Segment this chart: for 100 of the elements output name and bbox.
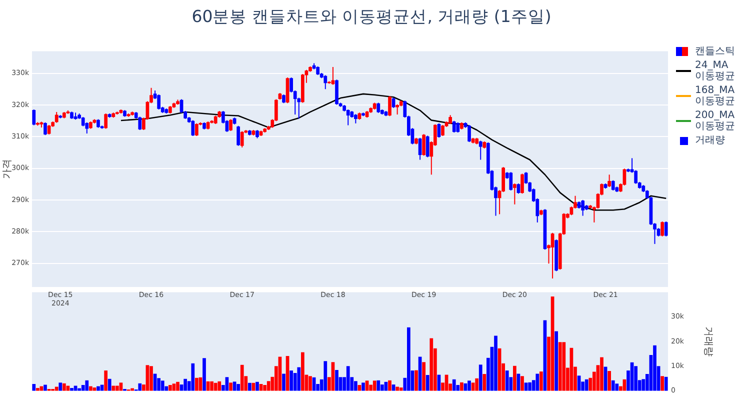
- bar: [160, 380, 164, 391]
- bar: [150, 366, 153, 391]
- bar: [256, 382, 259, 391]
- bar: [414, 370, 418, 391]
- legend-label: 24_MA 이동평균: [695, 60, 736, 82]
- candlestick: [664, 220, 668, 237]
- bar: [478, 364, 482, 391]
- bar: [214, 382, 218, 391]
- bar: [335, 370, 338, 391]
- bar: [218, 381, 222, 391]
- bar: [611, 380, 615, 391]
- candlestick: [422, 134, 426, 156]
- candlestick: [32, 108, 36, 126]
- bar: [282, 374, 286, 391]
- bar: [70, 388, 74, 391]
- candlestick: [44, 122, 47, 136]
- candlestick: [478, 140, 482, 160]
- bar: [558, 342, 562, 391]
- bar: [634, 366, 638, 391]
- bar: [116, 386, 119, 391]
- legend-label: 캔들스틱: [695, 46, 735, 57]
- bar: [388, 380, 392, 391]
- bar: [263, 385, 266, 391]
- legend-label: 168_MA 이동평균: [695, 85, 736, 107]
- candlestick: [468, 124, 471, 143]
- bar: [653, 345, 656, 391]
- bar: [85, 380, 89, 391]
- bar: [380, 384, 384, 391]
- bar: [96, 386, 100, 391]
- candlestick: [47, 124, 51, 135]
- bar: [608, 370, 611, 391]
- bar: [36, 388, 40, 391]
- bar: [494, 336, 498, 391]
- bar: [308, 376, 312, 391]
- candlestick: [611, 180, 615, 191]
- bar: [210, 381, 214, 391]
- bar: [176, 382, 180, 391]
- bar: [615, 384, 619, 391]
- bar: [248, 382, 252, 391]
- bar: [660, 376, 664, 391]
- bar: [430, 338, 434, 391]
- bar: [32, 384, 36, 391]
- bar: [195, 378, 198, 391]
- candlestick: [229, 118, 232, 132]
- candlestick: [456, 122, 460, 134]
- candlestick: [426, 135, 430, 158]
- bar: [62, 383, 66, 391]
- bar: [426, 374, 430, 391]
- candlestick: [516, 183, 520, 194]
- candlestick: [660, 220, 664, 237]
- bar: [452, 379, 456, 391]
- bar: [422, 362, 426, 391]
- candlestick: [396, 104, 399, 115]
- bar: [513, 366, 516, 391]
- bar: [468, 380, 471, 391]
- bar: [407, 327, 410, 391]
- bar: [540, 371, 543, 391]
- bar: [202, 358, 206, 391]
- legend-label: 200_MA 이동평균: [695, 110, 736, 132]
- candlestick: [581, 199, 584, 216]
- bar: [297, 367, 301, 391]
- candlestick: [354, 114, 358, 124]
- bar: [229, 382, 232, 391]
- bar: [554, 331, 558, 391]
- bar: [362, 382, 365, 391]
- y2-axis-title: 거래량: [702, 326, 714, 356]
- candlestick: [104, 113, 108, 130]
- candlestick: [441, 124, 444, 137]
- bar: [138, 383, 142, 391]
- bar: [112, 386, 116, 391]
- bar: [191, 363, 195, 391]
- bar: [266, 381, 270, 391]
- candlestick: [138, 116, 142, 131]
- bar: [460, 382, 464, 391]
- bar: [104, 370, 108, 391]
- bar: [346, 366, 350, 391]
- candlestick: [388, 96, 392, 117]
- candlestick: [509, 172, 513, 191]
- candlestick: [376, 102, 380, 114]
- chart-title: 60분봉 캔들차트와 이동평균선, 거래량 (1주일): [190, 6, 552, 28]
- bar: [168, 385, 172, 391]
- bar: [376, 380, 380, 391]
- bar: [54, 386, 58, 391]
- bar: [482, 374, 486, 391]
- bar: [58, 382, 62, 391]
- bar: [369, 384, 372, 391]
- bar: [399, 388, 403, 391]
- bar: [584, 379, 588, 391]
- candlestick: [346, 108, 350, 126]
- bar: [664, 376, 668, 391]
- bar: [108, 378, 112, 391]
- bar: [562, 342, 566, 391]
- candlestick: [520, 173, 524, 194]
- bar: [236, 384, 240, 391]
- bar: [505, 370, 509, 391]
- bar: [290, 370, 293, 391]
- candlestick: [452, 120, 456, 134]
- candlestick: [157, 94, 160, 110]
- bar: [301, 352, 304, 391]
- y-axis-title: 가격: [2, 159, 13, 180]
